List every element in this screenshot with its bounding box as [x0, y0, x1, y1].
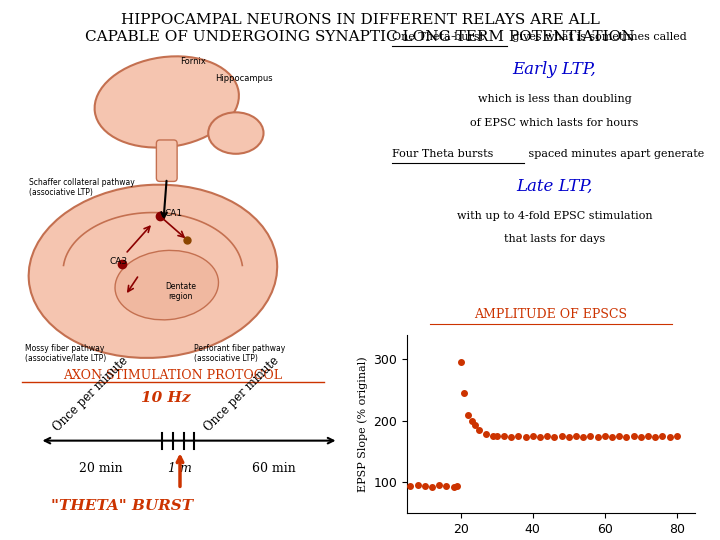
Text: Late LTP,: Late LTP, [516, 177, 593, 194]
Point [397, 482, 409, 491]
Point [541, 432, 553, 441]
Point [592, 433, 603, 441]
Text: Mossy fiber pathway
(associative/late LTP): Mossy fiber pathway (associative/late LT… [25, 344, 107, 363]
Point [527, 432, 539, 441]
Text: CA3: CA3 [109, 258, 127, 266]
Ellipse shape [94, 56, 239, 147]
Text: 1 m: 1 m [168, 462, 192, 475]
Point [505, 433, 517, 441]
Point [635, 433, 647, 441]
Ellipse shape [208, 112, 264, 154]
Point [498, 432, 510, 441]
Text: CA1: CA1 [165, 209, 183, 218]
Point [480, 430, 492, 438]
Ellipse shape [115, 251, 218, 320]
Point [577, 433, 589, 441]
Text: AXON STIMULATION PROTOCOL: AXON STIMULATION PROTOCOL [63, 369, 282, 382]
Point [455, 358, 467, 367]
Text: which is less than doubling: which is less than doubling [477, 94, 631, 104]
Text: CAPABLE OF UNDERGOING SYNAPTIC LONG-TERM POTENTIATION: CAPABLE OF UNDERGOING SYNAPTIC LONG-TERM… [85, 30, 635, 44]
Ellipse shape [29, 185, 277, 358]
Point [628, 432, 639, 441]
Point [599, 432, 611, 441]
Point [671, 432, 683, 441]
Point [556, 432, 567, 441]
Text: Dentate
region: Dentate region [165, 281, 196, 301]
Text: Fornix: Fornix [181, 57, 207, 66]
Text: gives what is sometimes called: gives what is sometimes called [509, 32, 687, 43]
Point [448, 482, 459, 491]
Point [520, 433, 531, 441]
Point [613, 432, 625, 441]
Point [441, 482, 452, 490]
Point [462, 410, 474, 419]
Text: Hippocampus: Hippocampus [215, 74, 273, 83]
Text: Once per minute: Once per minute [202, 354, 282, 434]
Point [459, 389, 470, 397]
Point [642, 432, 654, 441]
Point [469, 421, 481, 429]
Point [563, 433, 575, 441]
Point [412, 481, 423, 490]
Point [585, 432, 596, 441]
Point [513, 432, 524, 441]
Point [649, 433, 661, 441]
Text: HIPPOCAMPAL NEURONS IN DIFFERENT RELAYS ARE ALL: HIPPOCAMPAL NEURONS IN DIFFERENT RELAYS … [120, 14, 600, 28]
FancyBboxPatch shape [156, 140, 177, 181]
Text: "THETA" BURST: "THETA" BURST [51, 499, 194, 513]
Text: 60 min: 60 min [252, 462, 295, 475]
Text: with up to 4-fold EPSC stimulation: with up to 4-fold EPSC stimulation [456, 211, 652, 221]
Point [657, 432, 668, 441]
Point [466, 416, 477, 425]
Point [621, 433, 632, 441]
Text: Four Theta bursts: Four Theta bursts [392, 149, 494, 159]
Point [433, 481, 445, 490]
Text: that lasts for days: that lasts for days [504, 234, 605, 245]
Y-axis label: EPSP Slope (% original): EPSP Slope (% original) [357, 356, 368, 492]
Point [390, 481, 402, 490]
Point [570, 432, 582, 441]
Point [473, 426, 485, 434]
Point [487, 432, 499, 441]
Text: spaced minutes apart generate: spaced minutes apart generate [526, 149, 704, 159]
Point [491, 432, 503, 441]
Point [534, 433, 546, 441]
Point [426, 482, 438, 491]
Point [664, 433, 675, 441]
Text: Schaffer collateral pathway
(associative LTP): Schaffer collateral pathway (associative… [29, 178, 134, 197]
Point [606, 433, 618, 441]
Point [419, 482, 431, 490]
Text: 20 min: 20 min [79, 462, 122, 475]
Text: Early LTP,: Early LTP, [513, 61, 596, 78]
Text: Once per minute: Once per minute [50, 354, 130, 434]
Text: Perforant fiber pathway
(associative LTP): Perforant fiber pathway (associative LTP… [194, 344, 286, 363]
Text: AMPLITUDE OF EPSCS: AMPLITUDE OF EPSCS [474, 308, 627, 321]
Text: One Theta burst: One Theta burst [392, 32, 485, 43]
Point [405, 482, 416, 490]
Point [549, 433, 560, 441]
Text: of EPSC which lasts for hours: of EPSC which lasts for hours [470, 118, 639, 128]
Text: 10 Hz: 10 Hz [141, 391, 190, 405]
Point [451, 482, 463, 490]
